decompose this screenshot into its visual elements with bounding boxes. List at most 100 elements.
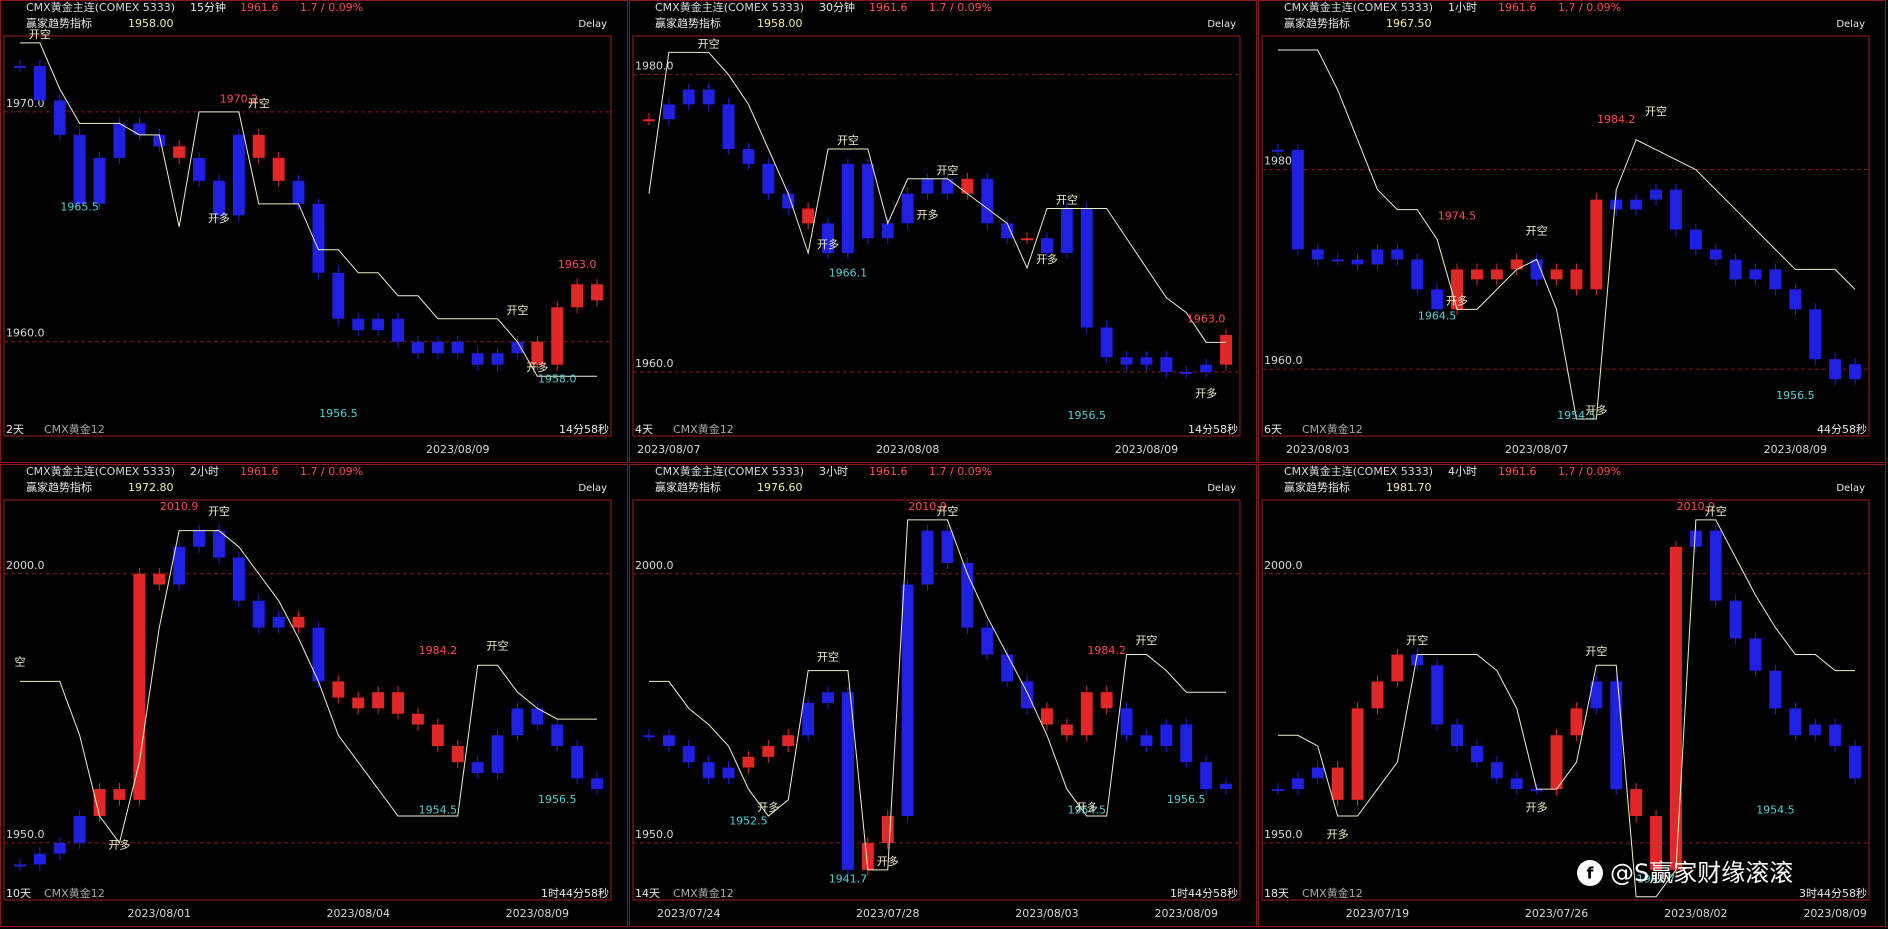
candle [1411, 259, 1424, 290]
plot-frame [3, 35, 612, 437]
candle [551, 307, 564, 365]
candle [1040, 238, 1053, 254]
candle [511, 341, 524, 354]
panel: CMX黄金主连(COMEX 5333) 1小时 1961.6 1.7 / 0.09% 赢… [1258, 0, 1886, 463]
candle [1431, 289, 1444, 310]
candle [1769, 670, 1782, 709]
annotation: 开空 [248, 96, 270, 110]
range-label: 18天 [1264, 887, 1289, 900]
candle [921, 178, 934, 194]
annotation: 1963.0 [1187, 312, 1226, 325]
annotation: 开空 [1135, 633, 1157, 647]
candle [1650, 189, 1663, 200]
annotation: 开多 [877, 854, 899, 868]
candle [1160, 357, 1173, 373]
candle [941, 530, 954, 563]
annotation: 1956.5 [319, 407, 358, 420]
header-text: 1961.6 [1498, 1, 1537, 14]
candle [93, 789, 106, 817]
candle [1849, 364, 1862, 380]
indicator-name: 赢家趋势指标 [655, 16, 721, 30]
x-tick-label: 2023/07/26 [1525, 907, 1588, 920]
contract-label: CMX黄金12 [44, 886, 105, 900]
candle [73, 816, 86, 843]
candle [742, 149, 755, 164]
annotation: 开多 [1585, 403, 1607, 417]
candle [411, 713, 424, 725]
candle [1590, 199, 1603, 290]
candle [1100, 327, 1113, 358]
candle [73, 134, 86, 204]
candle [212, 180, 225, 216]
candle [332, 272, 345, 319]
indicator-name: 赢家趋势指标 [1284, 16, 1350, 30]
candle [742, 756, 755, 768]
x-tick-label: 2023/08/04 [327, 907, 390, 920]
candle [921, 530, 934, 585]
candle [1550, 735, 1563, 790]
candle [961, 562, 974, 628]
panel: CMX黄金主连(COMEX 5333) 30分钟 1961.6 1.7 / 0.09%… [629, 0, 1257, 463]
candle [1749, 269, 1762, 280]
contract-label: CMX黄金12 [1302, 422, 1363, 436]
header-text: 1.7 / 0.09% [300, 1, 363, 14]
candle [292, 180, 305, 204]
candle [1060, 208, 1073, 254]
annotation: 开空 [487, 639, 509, 653]
candle [193, 157, 206, 181]
plot-frame [1261, 35, 1870, 437]
annotation: 开多 [917, 207, 939, 221]
indicator-value: 1958.00 [128, 17, 174, 30]
candle [1331, 767, 1344, 800]
contract-label: CMX黄金12 [1302, 886, 1363, 900]
x-tick-label: 2023/07/24 [657, 907, 720, 920]
indicator-name: 赢家趋势指标 [26, 480, 92, 494]
candle [881, 816, 894, 843]
header-text: CMX黄金主连(COMEX 5333) [1284, 464, 1433, 478]
candle [232, 557, 245, 601]
annotation: 1956.5 [538, 793, 577, 806]
candle [471, 762, 484, 773]
plot-frame [3, 499, 612, 901]
header-text: 1.7 / 0.09% [929, 465, 992, 478]
range-label: 6天 [1264, 423, 1282, 436]
candle [1610, 199, 1623, 210]
candle [491, 353, 504, 365]
candle [1829, 724, 1842, 747]
annotation: 1952.5 [729, 814, 768, 827]
plot-frame [632, 35, 1241, 437]
candle [13, 65, 26, 68]
trend-line [1277, 519, 1856, 898]
delay: Delay [1836, 19, 1865, 30]
candle [1431, 665, 1444, 725]
range-label: 14天 [635, 887, 660, 900]
annotation: 1984.2 [1597, 113, 1636, 126]
candle [822, 692, 835, 703]
candle [1530, 259, 1543, 280]
candle [352, 697, 365, 709]
candle [841, 163, 854, 254]
candle [312, 627, 325, 682]
candle [1060, 724, 1073, 736]
candle [1510, 778, 1523, 790]
candle [1140, 735, 1153, 747]
candle [1451, 269, 1464, 310]
candle [642, 119, 655, 122]
x-tick-label: 2023/08/01 [128, 907, 191, 920]
panel-border [1258, 464, 1886, 927]
candle [961, 178, 974, 194]
candle [193, 530, 206, 547]
candle [881, 223, 894, 239]
candle [1200, 364, 1213, 373]
candle [1140, 357, 1153, 365]
candle [662, 104, 675, 120]
annotation: 1970.2 [220, 92, 259, 105]
header-text: 1.7 / 0.09% [1558, 465, 1621, 478]
candle [1789, 708, 1802, 736]
candle [1331, 259, 1344, 262]
countdown: 1时44分58秒 [1170, 886, 1238, 900]
candle [941, 178, 954, 194]
y-tick-label: 1950.0 [1264, 828, 1303, 841]
header-text: 1961.6 [240, 465, 279, 478]
candle [1809, 309, 1822, 360]
